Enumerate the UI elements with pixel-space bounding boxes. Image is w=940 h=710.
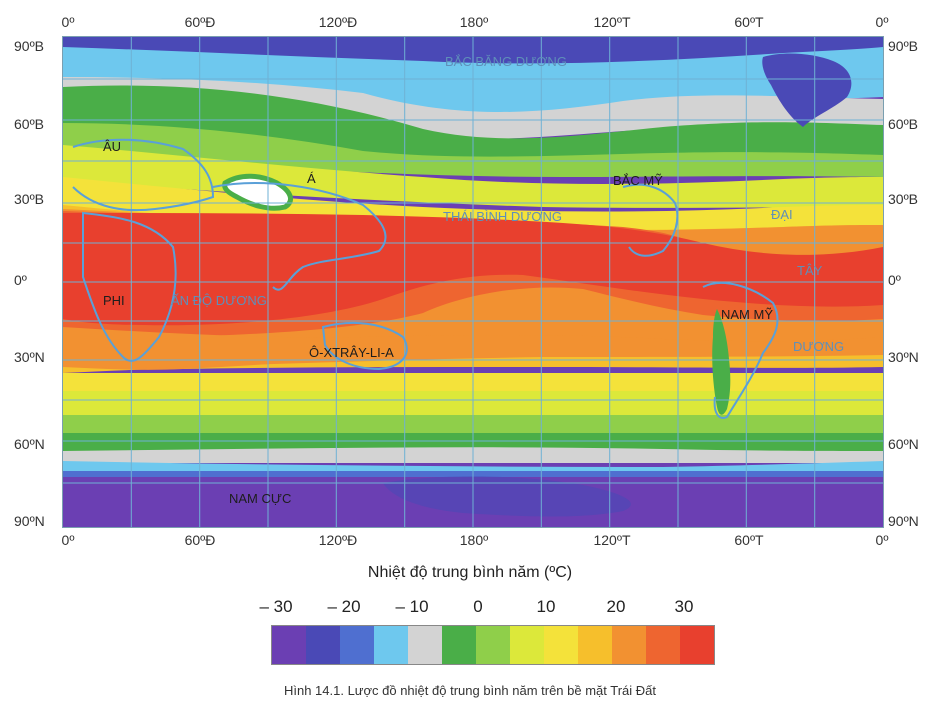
legend-swatch [408, 626, 442, 664]
legend-tick: 20 [606, 597, 626, 616]
legend-tick: – 30 [259, 597, 293, 616]
legend-swatch [340, 626, 374, 664]
longitude-label-top: 60ºT [734, 14, 764, 30]
longitude-label-bottom: 60ºĐ [184, 532, 216, 548]
region-label-pacific-ocean: THÁI BÌNH DƯƠNG [443, 209, 563, 224]
legend-tick: – 10 [395, 597, 429, 616]
legend-swatch [272, 626, 306, 664]
legend-swatch [646, 626, 680, 664]
legend-swatch [578, 626, 612, 664]
latitude-label-left: 0º [14, 272, 27, 288]
latitude-label-left: 30ºB [14, 191, 45, 207]
latitude-label-right: 30ºN [888, 349, 919, 365]
region-label-atlantic-1: ĐẠI [771, 207, 793, 222]
latitude-label-right: 60ºB [888, 116, 919, 132]
region-label-asia: Á [307, 171, 316, 186]
latitude-label-left: 30ºN [14, 349, 45, 365]
region-label-africa: PHI [103, 293, 125, 308]
coastlines [72, 138, 779, 419]
longitude-label-top: 120ºT [593, 14, 631, 30]
temperature-map-svg [63, 37, 883, 527]
antarctic-dark-patch [383, 476, 631, 517]
legend-tick: – 20 [327, 597, 361, 616]
latitude-label-right: 90ºB [888, 38, 919, 54]
greenland [762, 53, 852, 127]
region-label-antarctica: NAM CỰC [229, 491, 292, 506]
longitude-label-top: 60ºĐ [184, 14, 216, 30]
longitude-label-top: 120ºĐ [318, 14, 358, 30]
longitude-label-bottom: 180º [459, 532, 489, 548]
latitude-label-left: 60ºB [14, 116, 45, 132]
longitude-label-top: 0º [61, 14, 75, 30]
region-label-north-america: BẮC MỸ [613, 173, 663, 188]
figure-caption: Hình 14.1. Lược đồ nhiệt độ trung bình n… [283, 683, 657, 698]
region-label-australia: Ô-XTRÂY-LI-A [309, 345, 394, 360]
legend-swatch [680, 626, 714, 664]
legend-swatch [442, 626, 476, 664]
graticule [63, 37, 883, 527]
legend-tick: 10 [536, 597, 556, 616]
legend-color-scale [271, 625, 715, 665]
longitude-label-bottom: 120ºĐ [318, 532, 358, 548]
region-label-europe: ÂU [103, 139, 122, 154]
latitude-label-right: 60ºN [888, 436, 919, 452]
region-label-arctic-ocean: BẮC BĂNG DƯƠNG [445, 54, 567, 69]
latitude-label-right: 90ºN [888, 513, 919, 529]
legend-title: Nhiệt độ trung bình năm (ºC) [367, 564, 573, 581]
legend-swatch [306, 626, 340, 664]
andes-cold-region [712, 309, 731, 415]
latitude-label-left: 90ºB [14, 38, 45, 54]
legend-swatch [544, 626, 578, 664]
region-label-south-america: NAM MỸ [721, 307, 773, 322]
longitude-label-top: 0º [875, 14, 889, 30]
legend-tick: 0 [473, 597, 483, 616]
latitude-label-right: 30ºB [888, 191, 919, 207]
region-label-atlantic-2: TÂY [797, 263, 823, 278]
legend-tick: 30 [674, 597, 694, 616]
longitude-label-bottom: 0º [875, 532, 889, 548]
legend-swatch [510, 626, 544, 664]
longitude-label-top: 180º [459, 14, 489, 30]
latitude-label-left: 90ºN [14, 513, 45, 529]
longitude-label-bottom: 120ºT [593, 532, 631, 548]
legend-swatch [476, 626, 510, 664]
longitude-label-bottom: 60ºT [734, 532, 764, 548]
latitude-label-right: 0º [888, 272, 901, 288]
legend-swatch [374, 626, 408, 664]
latitude-label-left: 60ºN [14, 436, 45, 452]
temperature-map: BẮC BĂNG DƯƠNG ÂU Á BẮC MỸ THÁI BÌNH DƯƠ… [62, 36, 884, 528]
legend-swatch [612, 626, 646, 664]
region-label-atlantic-3: DƯƠNG [793, 339, 845, 354]
region-label-indian-ocean: ẤN ĐỘ DƯƠNG [171, 293, 267, 308]
longitude-label-bottom: 0º [61, 532, 75, 548]
